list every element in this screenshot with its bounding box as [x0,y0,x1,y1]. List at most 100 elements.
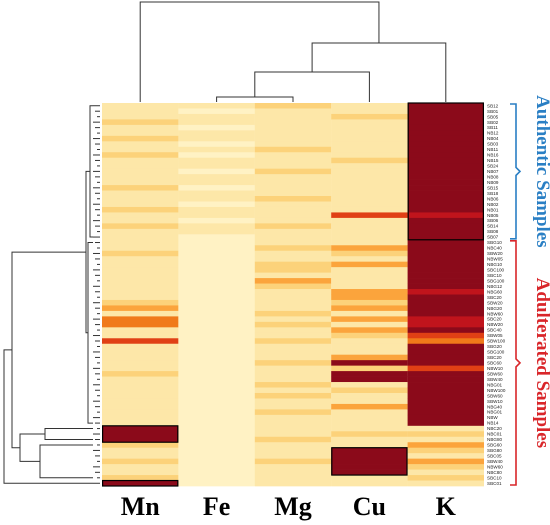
heatmap-cell [331,327,408,334]
heatmap-cell [178,343,255,350]
heatmap-cell [331,103,408,109]
block-outline [407,102,485,241]
row-label: SB14 [487,224,499,229]
heatmap-cell [102,469,179,476]
heatmap-cell [102,310,179,317]
heatmap-cell [102,360,179,366]
heatmap-cell [407,343,484,350]
heatmap-cell [102,141,179,148]
heatmap-cell [331,261,408,268]
heatmap-cell [102,272,179,279]
heatmap-cell [178,119,255,126]
heatmap-cell [178,453,255,459]
heatmap-cell [407,354,484,361]
heatmap-cell [407,332,484,339]
heatmap-cell [331,294,408,301]
heatmap-cell [254,316,332,323]
heatmap-cell [102,338,179,345]
heatmap-cell [178,130,255,137]
row-label: NBW60 [487,464,503,469]
dendrogram-branch [87,242,93,424]
heatmap-cell [102,453,179,459]
heatmap-cell [407,371,484,377]
heatmap-cell [254,376,332,383]
heatmap-cell [178,152,255,159]
heatmap-cell [102,431,179,438]
heatmap-cell [178,223,255,230]
heatmap-cell [254,223,332,230]
heatmap-cell [407,141,484,148]
heatmap-cell [407,360,484,366]
heatmap-cell [254,179,332,186]
heatmap-cell [254,283,332,290]
block-outline [101,425,179,443]
heatmap-cell [331,174,408,180]
heatmap-cell [407,442,484,449]
row-label: SBC40 [487,328,502,333]
heatmap-cell [331,343,408,350]
heatmap-cell [331,289,408,295]
heatmap-cell [254,338,332,345]
heatmap-cell [254,103,332,109]
heatmap-cell [331,392,408,399]
heatmap-cell [178,425,255,432]
heatmap-cell [331,299,408,306]
row-label: NB09 [487,180,499,185]
heatmap-cell [254,349,332,356]
heatmap-cell [178,349,255,356]
group-label: Authentic Samples [532,95,550,248]
heatmap-cell [102,376,179,383]
heatmap-cell [178,414,255,421]
heatmap-cell [102,403,179,410]
heatmap-cell [331,130,408,137]
heatmap-cell [178,376,255,383]
heatmap-cell [102,261,179,268]
dendrogram-branch [39,444,93,479]
heatmap-cell [254,310,332,317]
heatmap-cell [178,135,255,142]
row-label: SBC100 [487,267,505,272]
heatmap-cell [407,113,484,120]
row-label: NBW60 [487,311,503,316]
heatmap-cell [254,212,332,219]
row-label: SBC05 [487,454,502,459]
heatmap-cell [178,239,255,246]
heatmap-cell [331,365,408,372]
row-label: NB15 [487,158,499,163]
heatmap-cell [254,135,332,142]
heatmap-cell [407,234,484,241]
heatmap-cell [254,365,332,372]
heatmap-cell [254,157,332,164]
column-label: Mg [274,492,312,521]
heatmap-cell [178,464,255,470]
heatmap-cell [178,201,255,208]
heatmap-cell [407,414,484,421]
heatmap-cell [407,475,484,481]
heatmap-cell [254,217,332,224]
heatmap-cell [407,338,484,345]
heatmap-cell [102,480,179,487]
row-label: SBW60 [487,393,503,398]
heatmap-cell [102,398,179,405]
heatmap-cell [407,294,484,301]
row-label: NBG40 [487,404,503,409]
heatmap-cell [178,250,255,257]
heatmap-cell [102,168,179,175]
heatmap-cell [331,124,408,131]
heatmap-cell [178,442,255,449]
heatmap-cell [407,157,484,164]
heatmap-cell [102,420,179,427]
heatmap-cell [407,267,484,273]
heatmap-cell [178,113,255,120]
heatmap-cell [254,267,332,273]
heatmap-cell [407,250,484,257]
heatmap-cell [407,398,484,405]
heatmap-cell [331,146,408,153]
row-label: NB08 [487,174,499,179]
heatmap-cell [178,146,255,153]
heatmap-cell [102,267,179,273]
heatmap-cell [102,458,179,465]
row-label: NBG01 [487,410,503,415]
row-label: SB01 [487,109,499,114]
heatmap-cell [102,382,179,388]
